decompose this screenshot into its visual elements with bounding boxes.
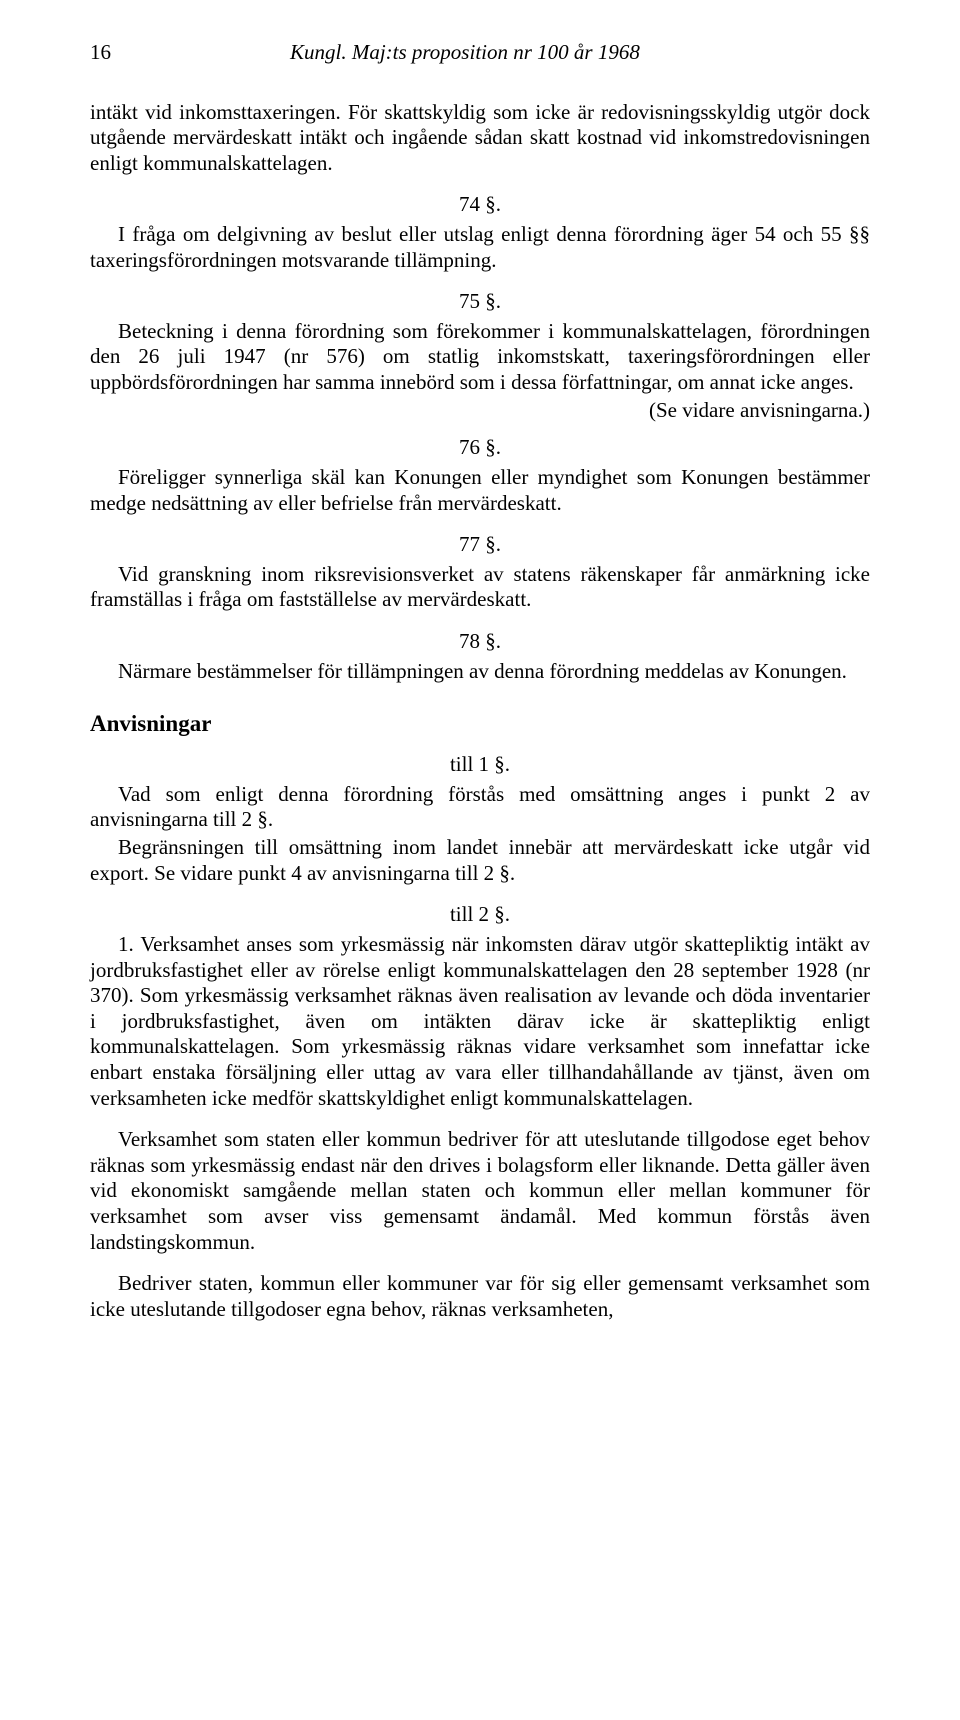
section-78-text: Närmare bestämmelser för tillämpningen a… [90,659,870,685]
section-75-note: (Se vidare anvisningarna.) [90,398,870,424]
section-77-text: Vid granskning inom riksrevisionsverket … [90,562,870,613]
till2-label: till 2 §. [90,902,870,928]
intro-paragraph: intäkt vid inkomsttaxeringen. För skatts… [90,100,870,177]
till1-label: till 1 §. [90,752,870,778]
section-74-text: I fråga om delgivning av beslut eller ut… [90,222,870,273]
section-77-num: 77 §. [90,532,870,558]
section-75-text: Beteckning i denna förordning som föreko… [90,319,870,396]
section-76-text: Föreligger synnerliga skäl kan Konungen … [90,465,870,516]
section-78-num: 78 §. [90,629,870,655]
doc-title: Kungl. Maj:ts proposition nr 100 år 1968 [290,40,870,66]
till2-p1: 1. Verksamhet anses som yrkesmässig när … [90,932,870,1111]
page-header: 16 Kungl. Maj:ts proposition nr 100 år 1… [90,40,870,66]
section-74-num: 74 §. [90,192,870,218]
till1-p2: Begränsningen till omsättning inom lande… [90,835,870,886]
document-page: 16 Kungl. Maj:ts proposition nr 100 år 1… [0,0,960,1720]
till2-p2: Verksamhet som staten eller kommun bedri… [90,1127,870,1255]
till2-p3: Bedriver staten, kommun eller kommuner v… [90,1271,870,1322]
section-75-num: 75 §. [90,289,870,315]
till1-p1: Vad som enligt denna förordning förstås … [90,782,870,833]
section-76-num: 76 §. [90,435,870,461]
anvisningar-heading: Anvisningar [90,710,870,738]
page-number: 16 [90,40,290,66]
